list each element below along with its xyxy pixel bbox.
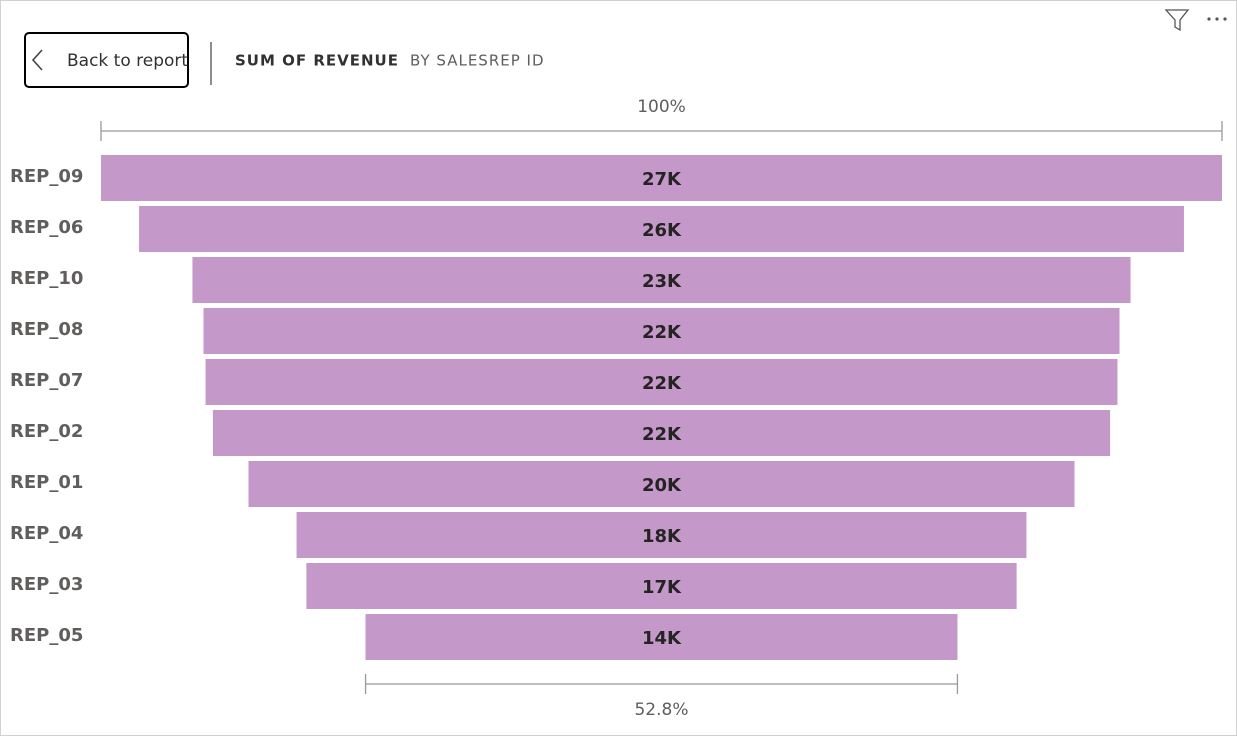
back-chevron	[31, 49, 43, 71]
measure-bracket	[364, 674, 959, 694]
category-label: REP_08	[10, 319, 83, 340]
value-label: 14K	[642, 628, 682, 649]
value-label: 22K	[642, 424, 682, 445]
category-label: REP_02	[10, 421, 83, 442]
measure-bracket	[100, 121, 1223, 141]
funnel-bar	[203, 308, 1120, 354]
more-options[interactable]	[1207, 17, 1227, 21]
back-label[interactable]: Back to report	[67, 51, 188, 71]
category-label: REP_04	[10, 523, 83, 544]
value-label: 20K	[642, 475, 682, 496]
value-label: 17K	[642, 577, 682, 598]
category-label: REP_01	[10, 472, 83, 493]
category-label: REP_09	[10, 166, 83, 187]
funnel-bar	[248, 461, 1075, 507]
funnel-bar	[101, 155, 1222, 201]
funnel-bar	[139, 206, 1184, 252]
filter-icon[interactable]	[1164, 9, 1190, 32]
category-label: REP_06	[10, 217, 83, 238]
funnel-bar	[212, 410, 1111, 456]
value-label: 18K	[642, 526, 682, 547]
funnel-bar	[306, 563, 1017, 609]
funnel-bar	[296, 512, 1027, 558]
value-label: 22K	[642, 322, 682, 343]
funnel-bar	[205, 359, 1118, 405]
back-button-box[interactable]	[24, 32, 189, 88]
category-label: REP_05	[10, 625, 83, 646]
category-label: REP_07	[10, 370, 83, 391]
value-label: 27K	[642, 169, 682, 190]
category-label: REP_03	[10, 574, 83, 595]
measure-label: 100%	[637, 97, 686, 117]
value-label: 22K	[642, 373, 682, 394]
back-button[interactable]: Back to report	[24, 32, 189, 88]
measure-label: 52.8%	[634, 700, 688, 720]
category-label: REP_10	[10, 268, 83, 289]
funnel-bar	[192, 257, 1131, 303]
value-label: 26K	[642, 220, 682, 241]
funnel-bar	[365, 614, 958, 660]
value-label: 23K	[642, 271, 682, 292]
chart-subtitle: BY SALESREP ID	[410, 52, 545, 70]
chart-title: SUM OF REVENUE	[235, 52, 399, 70]
